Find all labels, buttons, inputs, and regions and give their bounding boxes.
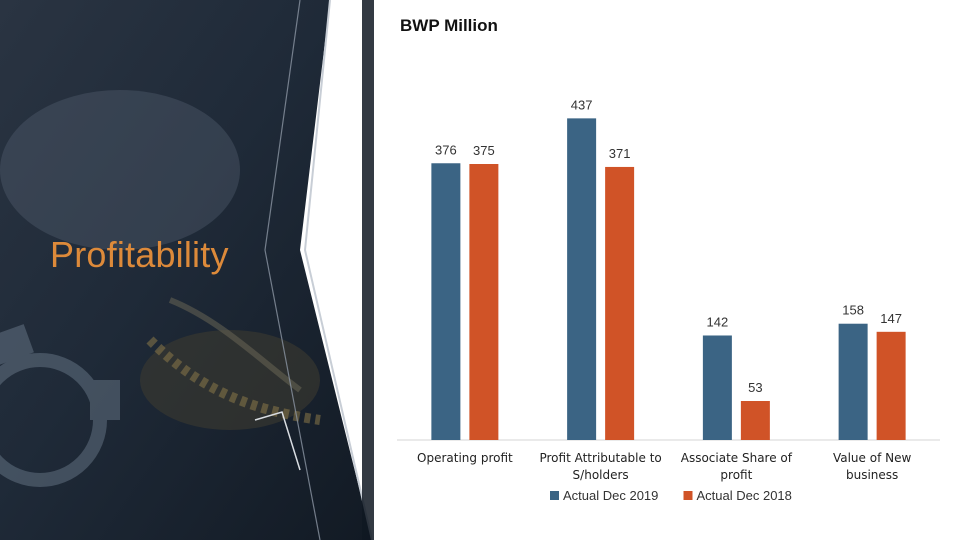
legend-label: Actual Dec 2019 [563,488,658,503]
legend-label: Actual Dec 2018 [697,488,792,503]
bar [605,166,635,440]
legend-swatch [683,491,693,500]
category-label: profit [720,468,752,482]
gear-icon [0,324,120,487]
data-label: 142 [707,314,729,329]
data-label: 376 [435,142,457,157]
bar [876,331,906,440]
bar [567,118,597,441]
category-label: Operating profit [417,451,513,465]
data-label: 437 [571,97,593,112]
data-label: 158 [842,303,864,318]
category-label: Value of New [833,451,912,465]
bar [702,335,732,440]
chart-title: BWP Million [400,16,498,35]
bar [469,164,499,440]
legend-swatch [550,491,559,500]
category-label: S/holders [573,468,629,482]
category-label: Profit Attributable to [539,451,661,465]
data-label: 375 [473,143,495,158]
category-label: business [846,468,898,482]
bar [838,323,868,440]
bar [740,400,770,440]
bar [431,163,461,441]
data-label: 371 [609,146,631,161]
data-label: 53 [748,380,762,395]
section-title: Profitability [50,234,229,275]
category-label: Associate Share of [681,451,793,465]
data-label: 147 [880,311,902,326]
